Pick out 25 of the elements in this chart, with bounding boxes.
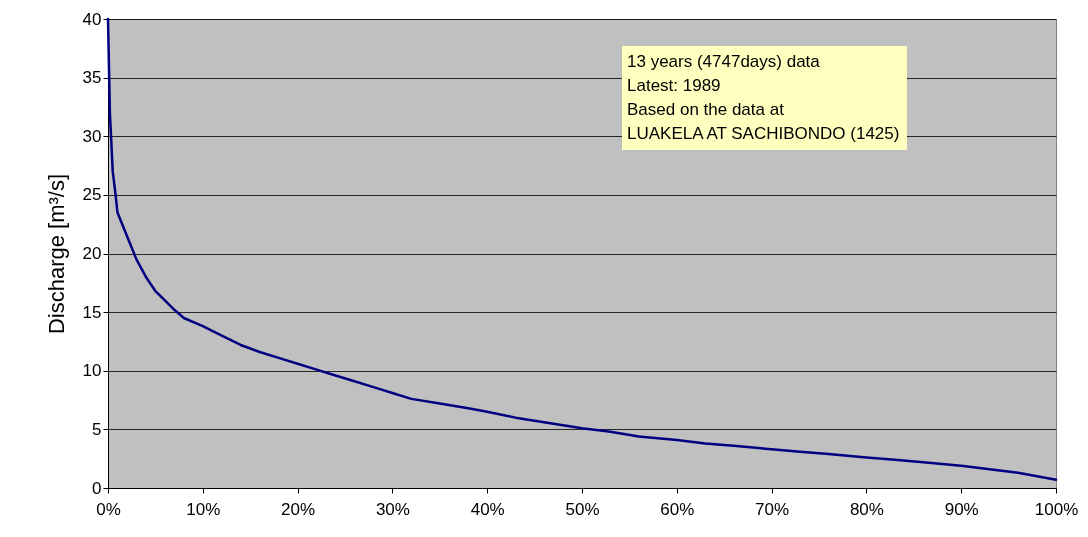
y-tick-label: 35 (82, 68, 102, 88)
annotation: Based on the data at (627, 99, 785, 121)
y-tick-label: 15 (82, 302, 102, 322)
y-tick-label: 10 (82, 361, 102, 381)
x-tick-label: 0% (96, 499, 121, 519)
x-tick-label: 80% (849, 499, 884, 519)
x-tick-label: 20% (281, 499, 316, 519)
annotation: LUAKELA AT SACHIBONDO (1425) (627, 123, 900, 145)
y-axis-title: Discharge [m³/s] (43, 173, 69, 335)
y-tick-label: 20 (82, 244, 102, 263)
y-tick-label: 5 (92, 419, 102, 439)
x-tick-label: 50% (565, 499, 600, 519)
x-tick-label: 60% (660, 499, 695, 519)
x-tick-label: 70% (755, 499, 790, 519)
x-tick-label: 90% (944, 499, 979, 519)
annotation: Latest: 1989 (627, 75, 722, 97)
y-tick-label: 30 (82, 126, 102, 146)
x-tick-label: 40% (470, 499, 505, 519)
y-tick-label: 25 (82, 185, 102, 205)
x-tick-label: 100% (1034, 499, 1079, 519)
x-tick-label: 10% (186, 499, 221, 519)
annotation: 13 years (4747days) data (627, 51, 821, 73)
y-tick-label: 0 (92, 478, 102, 498)
y-tick-label: 40 (82, 9, 102, 29)
x-tick-label: 30% (375, 499, 410, 519)
